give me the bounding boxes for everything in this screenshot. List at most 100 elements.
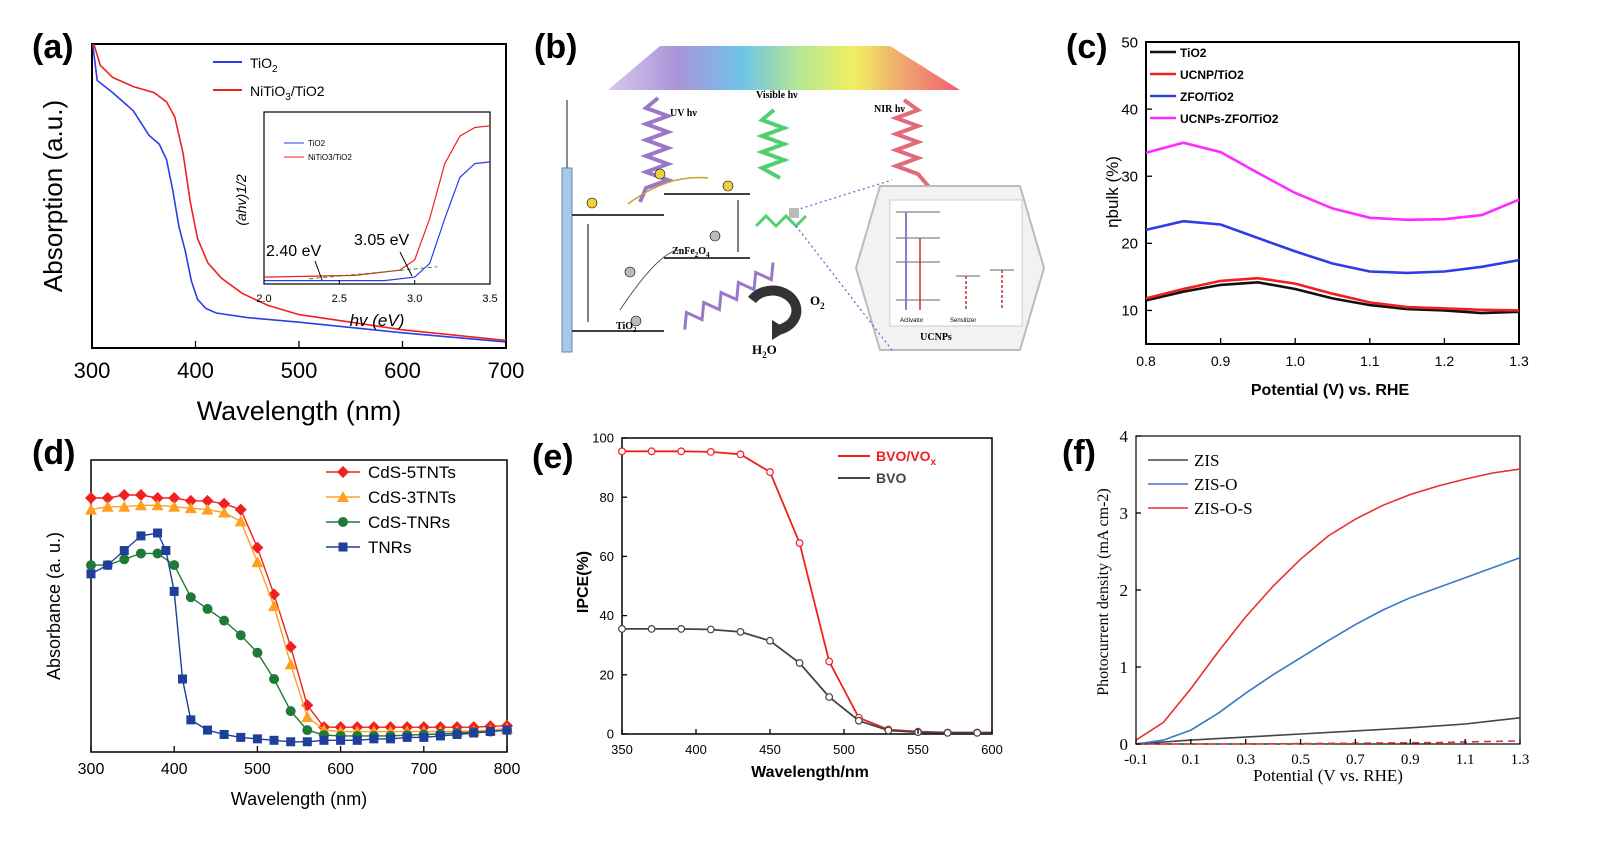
- marker-e-bvo-vox: [677, 447, 686, 456]
- x-tick-label-d: 400: [161, 761, 188, 778]
- marker-d-tnrs: [202, 725, 212, 735]
- marker-d-tnrs: [402, 732, 412, 742]
- marker-d-tnrs: [369, 734, 379, 744]
- marker-d-cds-3tnts: [101, 500, 114, 512]
- y-tick-label-c: 50: [1121, 34, 1138, 51]
- x-tick-label-f: 0.5: [1291, 752, 1310, 768]
- upconverted-emission-wave: [754, 213, 808, 229]
- marker-e-bvo-vox: [618, 447, 626, 456]
- legend-label-a-nitio3: NiTiO3/TiO2: [250, 83, 325, 103]
- visible-photon-wave: [756, 108, 790, 180]
- series-line-d-cds-3tnts: [90, 504, 508, 733]
- marker-d-cds-tnrs: [235, 630, 246, 641]
- chart-c: (c) 0.8 0.9 1.0 1.1 1.2 1.3 10 20 30 40 50 Potenti…: [1066, 28, 1529, 399]
- y-axis-label-e: IPCE(%): [575, 551, 592, 613]
- x-tick-label-f: 1.1: [1456, 752, 1475, 768]
- x-tick-label-e: 500: [833, 742, 855, 757]
- x-tick-label-f: 1.3: [1511, 752, 1530, 768]
- marker-e-bvo: [943, 728, 952, 737]
- panel-label-e: (e): [532, 438, 574, 476]
- hole-2: [624, 266, 636, 278]
- series-line-f-zis-o: [1135, 556, 1521, 745]
- x-tick-label-a: 300: [74, 358, 111, 383]
- marker-e-bvo: [736, 627, 745, 636]
- marker-d-cds-tnrs: [219, 615, 230, 626]
- marker-d-tnrs: [103, 560, 113, 570]
- marker-d-cds-5tnts: [151, 491, 164, 504]
- legend-label-f-zis-o-s: ZIS-O-S: [1194, 499, 1253, 518]
- legend-marker-d-tnrs: [338, 542, 348, 552]
- marker-d-cds-5tnts: [168, 491, 181, 504]
- x-tick-label-f: -0.1: [1124, 752, 1148, 768]
- legend-label-d-cds-5tnts: CdS-5TNTs: [368, 463, 456, 482]
- marker-e-bvo: [647, 625, 656, 633]
- inset-legend-nitio3: NiTiO3/TiO2: [308, 153, 352, 162]
- y-axis-label-c: ηbulk (%): [1103, 156, 1122, 228]
- x-axis-label-e: Wavelength/nm: [751, 764, 869, 781]
- series-line-c-tio2: [1145, 280, 1520, 315]
- marker-d-cds-3tnts: [218, 506, 231, 518]
- series-line-d-cds-tnrs: [91, 552, 508, 737]
- diagram-b: (b) UV hν Visible hν NIR hν ZnFe2O4 TiO2…: [534, 28, 1046, 360]
- series-line-f-zis-o-s: [1135, 468, 1521, 741]
- chart-f: (f) -0.1 0.1 0.3 0.5 0.7 0.9 1.1 1.3 0 1 2 3 4 Poten…: [1062, 427, 1530, 785]
- chart-d: (d) 300 400 500 600 700 800 Wavelength (nm) A…: [32, 434, 520, 809]
- x-tick-label-c: 1.0: [1285, 353, 1305, 369]
- marker-e-bvo: [973, 728, 982, 737]
- marker-d-tnrs: [485, 727, 495, 737]
- plot-frame-d: [90, 459, 508, 753]
- marker-d-tnrs: [219, 729, 229, 739]
- marker-d-cds-5tnts: [251, 541, 264, 554]
- electron-transfer-path: [627, 176, 709, 205]
- hole-transfer-path: [619, 249, 681, 311]
- y-axis-label-a: Absorption (a.u.): [38, 100, 68, 292]
- marker-d-cds-3tnts: [168, 500, 181, 512]
- marker-d-tnrs: [153, 528, 163, 538]
- plot-frame-c: [1145, 41, 1520, 345]
- x-tick-label-f: 0.9: [1401, 752, 1420, 768]
- marker-d-cds-5tnts: [284, 640, 297, 653]
- inset-arrow-240: [314, 260, 323, 281]
- marker-d-cds-5tnts: [201, 494, 214, 507]
- x-tick-label-a: 700: [488, 358, 525, 383]
- panel-d: (d) 300 400 500 600 700 800 Wavelength (nm) A…: [0, 430, 520, 855]
- y-axis-label-f: Photocurrent density (mA cm-2): [1095, 488, 1112, 696]
- marker-d-cds-5tnts: [184, 494, 197, 507]
- marker-d-tnrs: [352, 735, 362, 745]
- marker-d-tnrs: [269, 735, 279, 745]
- nir-photon-wave: [890, 98, 932, 190]
- plot-frame-e: [621, 437, 993, 735]
- legend-label-c-tio2: TiO2: [1180, 46, 1207, 60]
- y-tick-label-c: 30: [1121, 168, 1138, 185]
- marker-d-tnrs: [86, 569, 96, 579]
- x-tick-label-f: 0.3: [1236, 752, 1255, 768]
- water-oxidation-arrow: [747, 285, 802, 335]
- legend-label-d-tnrs: TNRs: [368, 538, 411, 557]
- activator-label: Activator: [900, 318, 923, 324]
- marker-e-bvo-vox: [706, 448, 715, 456]
- marker-d-cds-3tnts: [234, 515, 247, 527]
- y-tick-label-e: 80: [600, 490, 614, 505]
- legend-label-d-cds-3tnts: CdS-3TNTs: [368, 488, 456, 507]
- marker-d-tnrs: [386, 734, 396, 744]
- marker-d-cds-3tnts: [151, 499, 164, 511]
- y-tick-label-c: 10: [1121, 303, 1138, 320]
- marker-e-bvo: [618, 625, 626, 633]
- inset-annotation-240: 2.40 eV: [266, 243, 321, 260]
- y-tick-label-c: 20: [1121, 236, 1138, 253]
- marker-d-cds-3tnts: [284, 658, 297, 670]
- legend-label-e-bvo: BVO: [876, 470, 906, 486]
- panel-label-f: (f): [1062, 434, 1096, 472]
- o2-label: O2: [810, 293, 825, 311]
- x-tick-label-e: 400: [685, 742, 707, 757]
- marker-d-cds-5tnts: [101, 491, 114, 504]
- marker-d-cds-tnrs: [119, 554, 130, 565]
- series-line-d-tnrs: [90, 532, 508, 743]
- visible-light-label: Visible hν: [756, 90, 798, 101]
- marker-d-cds-5tnts: [118, 489, 131, 502]
- panel-label-c: (c): [1066, 28, 1108, 66]
- marker-d-cds-5tnts: [301, 699, 314, 712]
- hole-1: [709, 230, 721, 242]
- y-tick-label-f: 2: [1120, 581, 1129, 600]
- marker-d-tnrs: [319, 735, 329, 745]
